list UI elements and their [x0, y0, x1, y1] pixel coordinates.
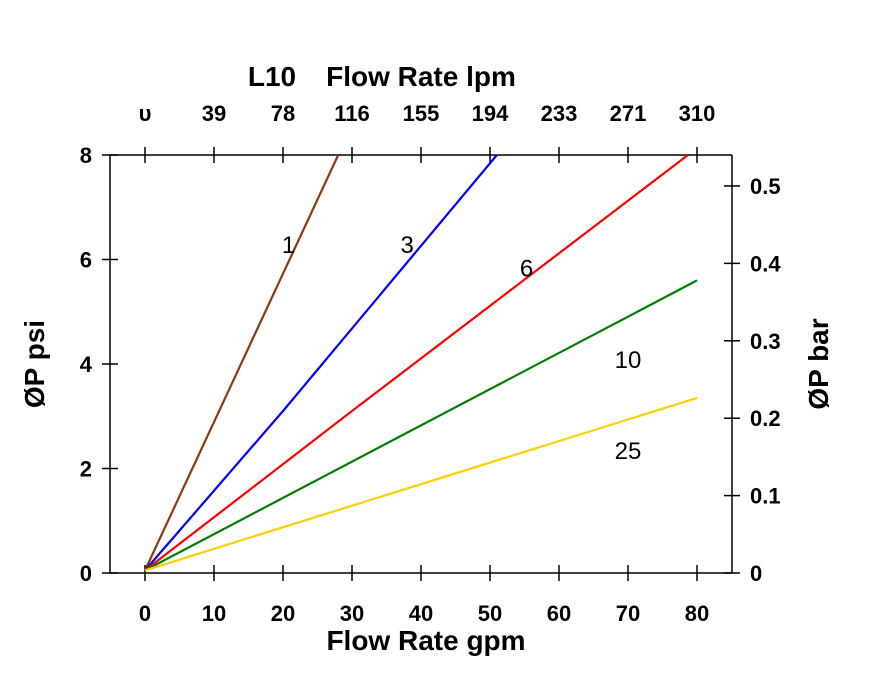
top-tick-label: 233	[541, 101, 578, 126]
top-tick-label: 155	[403, 101, 440, 126]
series-line-10	[144, 279, 698, 572]
x-tick-label: 40	[409, 601, 433, 626]
series-label: 25	[615, 438, 642, 465]
series-label: 1	[282, 232, 295, 259]
y-tick-label: 2	[80, 457, 92, 482]
series-line-3	[144, 154, 498, 572]
y-tick-label: 0	[80, 561, 92, 586]
right-tick-label: 0.4	[750, 251, 781, 276]
y-tick-label: 4	[80, 352, 93, 377]
x-tick-label: 70	[616, 601, 640, 626]
y-tick-label: 8	[80, 143, 92, 168]
x-tick-label: 50	[478, 601, 502, 626]
top-tick-label: 310	[679, 101, 716, 126]
x-tick-label: 30	[340, 601, 364, 626]
top-axis-label: Flow Rate lpm	[326, 61, 516, 92]
top-tick-label: υ	[139, 101, 152, 126]
chart-title: L10	[248, 61, 296, 92]
right-axis-label: ØP bar	[803, 318, 834, 409]
y-axis-label: ØP psi	[19, 320, 50, 408]
right-tick-label: 0.5	[750, 174, 781, 199]
x-tick-label: 20	[271, 601, 295, 626]
top-tick-label: 194	[472, 101, 509, 126]
right-tick-label: 0.1	[750, 484, 781, 509]
right-tick-label: 0	[750, 561, 762, 586]
series-line-6	[144, 154, 689, 572]
x-tick-label: 60	[547, 601, 571, 626]
x-axis-label: Flow Rate gpm	[326, 625, 525, 656]
x-tick-label: 10	[202, 601, 226, 626]
top-tick-label: 271	[610, 101, 647, 126]
top-tick-label: 39	[202, 101, 226, 126]
top-tick-label: 116	[334, 101, 370, 126]
x-tick-label: 0	[139, 601, 151, 626]
right-tick-label: 0.2	[750, 406, 781, 431]
top-tick-label: 78	[271, 101, 295, 126]
right-tick-label: 0.3	[750, 329, 781, 354]
x-tick-label: 80	[685, 601, 709, 626]
y-tick-label: 6	[80, 248, 92, 273]
series-line-25	[144, 396, 698, 572]
series-label: 6	[520, 255, 533, 282]
series-label: 3	[401, 232, 414, 259]
series-label: 10	[615, 347, 642, 374]
series-line-1	[144, 154, 340, 571]
